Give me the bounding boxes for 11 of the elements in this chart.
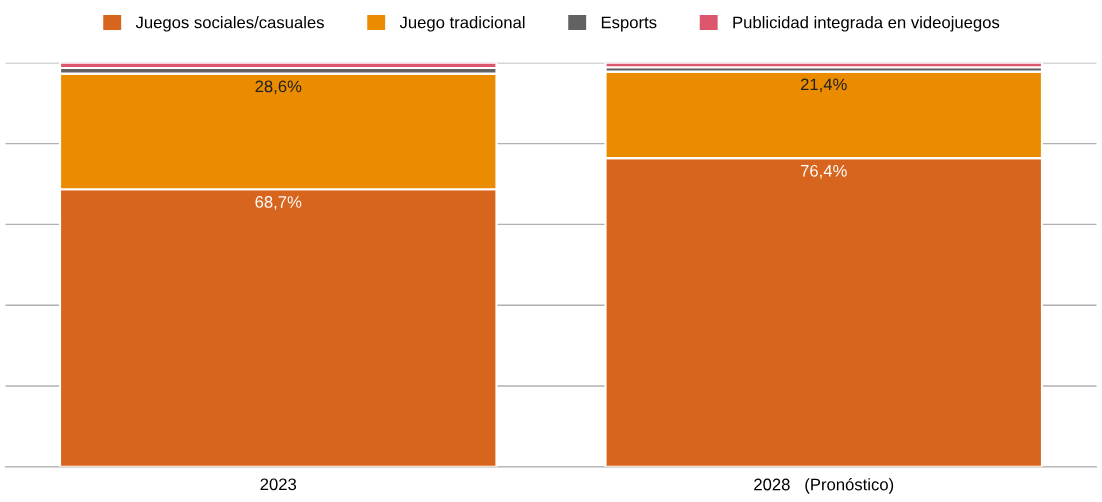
- legend-label: Juego tradicional: [399, 16, 525, 32]
- data-label: 76,4%: [800, 164, 847, 179]
- legend-label: Juegos sociales/casuales: [135, 16, 324, 32]
- x-tick-label: 2023: [260, 478, 297, 491]
- data-label: 21,4%: [800, 78, 847, 93]
- legend-label: Publicidad integrada en videojuegos: [733, 16, 1000, 32]
- x-tick-label: 2028 (Pronóstico): [754, 477, 894, 494]
- data-label: 68,7%: [255, 196, 302, 210]
- legend-label: Esports: [601, 16, 657, 32]
- data-label: 28,6%: [255, 80, 302, 95]
- bar: [604, 62, 1043, 69]
